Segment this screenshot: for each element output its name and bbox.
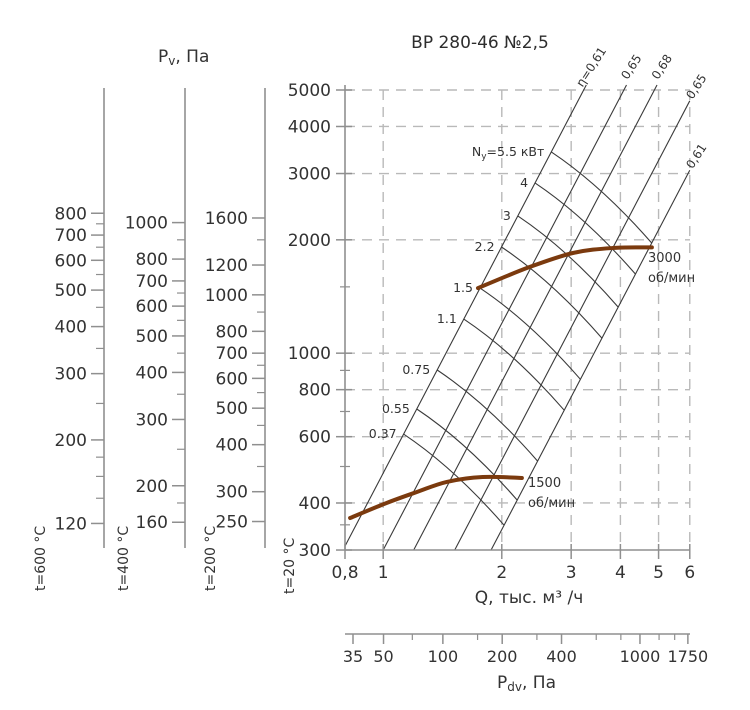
rpm-curve-1500 [348,474,524,520]
power-label: 3 [503,208,511,223]
main-temp-label: t=20 °C [282,538,298,594]
aux-tick-label: 500 [136,327,168,347]
pdv-axis-title: Pdv, Па [497,673,556,694]
power-label: 1.1 [437,311,457,326]
x-tick-label: 2 [496,563,507,583]
power-line [517,215,619,308]
power-line [403,433,505,526]
aux-tick-label: 160 [136,513,168,533]
power-label: 0.37 [369,426,397,441]
power-line [550,151,653,244]
power-line [463,318,565,411]
power-label: 4 [520,175,528,190]
aux-tick-label: 250 [216,513,248,533]
y-tick-label: 300 [299,541,331,561]
aux-tick-label: 1000 [125,214,168,234]
pdv-tick-label: 35 [343,647,363,666]
power-label: 0.55 [382,401,410,416]
x-tick-label: 5 [653,563,664,583]
aux-tick-label: 700 [136,272,168,292]
y-tick-label: 4000 [288,117,331,137]
x-tick-label: 1 [378,563,389,583]
aux-temp-label: t=400 °C [116,526,132,591]
pdv-tick-label: 1000 [620,647,661,666]
aux-tick-label: 700 [216,344,248,364]
power-line [416,408,518,501]
y-tick-label: 800 [299,381,331,401]
rpm-label: 3000 [648,251,681,266]
efficiency-label: η=0,61 [573,45,609,90]
rpm-curve-3000 [476,245,654,291]
aux-tick-label: 300 [136,410,168,430]
aux-tick-label: 1200 [205,256,248,276]
aux-temp-label: t=200 °C [203,526,219,591]
efficiency-line [344,84,587,547]
aux-tick-label: 400 [136,363,168,383]
aux-tick-label: 300 [216,483,248,503]
power-line [436,369,539,462]
y-tick-label: 2000 [288,231,331,251]
aux-tick-label: 1600 [205,209,248,229]
pdv-tick-label: 50 [373,647,393,666]
y-tick-label: 1000 [288,344,331,364]
aux-tick-label: 300 [55,365,87,385]
aux-tick-label: 200 [55,431,87,451]
y-tick-label: 400 [299,494,331,514]
aux-tick-label: 600 [55,251,87,271]
aux-tick-label: 800 [55,204,87,224]
aux-tick-label: 600 [136,297,168,317]
efficiency-line [382,84,627,551]
aux-tick-label: 500 [55,281,87,301]
efficiency-label: 0,61 [683,141,709,171]
rpm-label-units: об/мин [648,271,695,286]
x-tick-label: 6 [684,563,695,583]
rpm-label: 1500 [528,476,561,491]
efficiency-label: 0,65 [618,52,644,82]
efficiency-line [413,84,658,551]
aux-tick-label: 700 [55,226,87,246]
efficiency-line [454,100,691,551]
aux-tick-label: 120 [55,514,87,534]
power-label: 2.2 [475,239,495,254]
x-tick-label: 3 [566,563,577,583]
aux-tick-label: 200 [136,477,168,497]
aux-temp-label: t=600 °C [33,526,49,591]
aux-tick-label: 400 [55,318,87,338]
x-tick-label: 0,8 [331,563,358,583]
x-axis-title: Q, тыс. м³ /ч [475,588,583,608]
aux-tick-label: 1000 [205,286,248,306]
efficiency-label: 0,65 [683,72,709,102]
pdv-tick-label: 1750 [668,647,709,666]
aux-tick-label: 600 [216,369,248,389]
y-tick-label: 3000 [288,165,331,185]
x-tick-label: 4 [615,563,626,583]
power-label: Nу=5.5 кВт [472,144,544,162]
pdv-tick-label: 200 [487,647,518,666]
y-tick-label: 5000 [288,81,331,101]
power-line [534,182,636,275]
aux-tick-label: 800 [216,322,248,342]
pv-axis-title: Pv, Па [158,47,209,68]
aux-tick-label: 500 [216,399,248,419]
power-line [501,246,603,339]
pdv-tick-label: 400 [546,647,577,666]
efficiency-label: 0,68 [649,52,675,82]
power-line [479,287,581,380]
pdv-tick-label: 100 [428,647,459,666]
aux-tick-label: 800 [136,250,168,270]
aux-tick-label: 400 [216,436,248,456]
chart-title: ВР 280-46 №2,5 [411,33,549,53]
rpm-label-units: об/мин [528,496,575,511]
efficiency-line [490,170,691,551]
power-label: 0.75 [402,362,430,377]
power-label: 1.5 [453,280,473,295]
y-tick-label: 600 [299,428,331,448]
